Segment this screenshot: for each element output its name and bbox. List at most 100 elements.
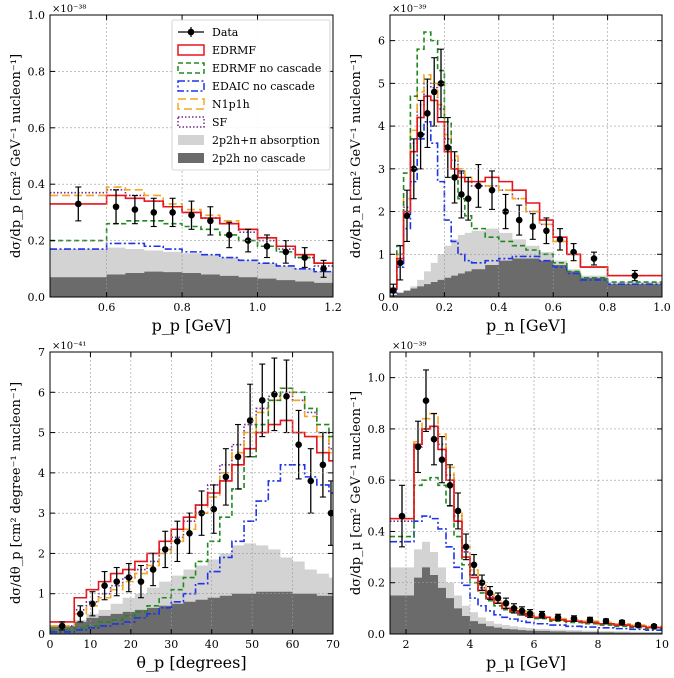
x-tick-label: 4 (467, 638, 474, 651)
x-tick-label: 10 (655, 638, 669, 651)
x-tick-label: 8 (595, 638, 602, 651)
y-tick-label: 0.2 (368, 577, 386, 590)
data-point (634, 621, 642, 629)
legend-label: EDRMF no cascade (212, 62, 321, 75)
data-point (417, 131, 424, 138)
series-n1p1h (390, 74, 662, 290)
y-tick-label: 6 (38, 386, 45, 399)
plot-area (50, 357, 333, 634)
data-point (430, 88, 438, 96)
data-point (543, 227, 550, 235)
data-point (529, 223, 537, 230)
panel-top-right: 0.0 0.2 0.4 0.6 0.8 1.0 0 1 2 3 4 5 6 ×10⁻³⁹ p_n [GeV]… (349, 4, 671, 335)
legend-item-edrmf-nc: EDRMF no cascade (177, 62, 321, 75)
data-point (307, 477, 315, 485)
legend-swatch (178, 153, 204, 163)
data-point (414, 443, 422, 451)
data-point (207, 217, 214, 225)
legend-swatch (177, 98, 205, 110)
data-point (295, 441, 302, 448)
legend-swatch (177, 116, 205, 128)
data-point (161, 546, 169, 553)
data-point (58, 622, 66, 630)
y-multiplier: ×10⁻³⁹ (392, 4, 426, 15)
legend-label: 2p2h no cascade (212, 152, 305, 165)
y-axis-label: dσ/dp_μ [cm² GeV⁻¹ nucleon⁻¹] (349, 391, 364, 595)
legend-item-edrmf: EDRMF (177, 44, 256, 57)
data-point (488, 186, 496, 194)
x-tick-label: 1.0 (249, 301, 267, 314)
legend-box (171, 19, 331, 171)
data-point (150, 209, 158, 216)
x-tick-label: 0.4 (490, 301, 508, 314)
y-tick-label: 0.6 (28, 122, 46, 135)
y-tick-label: 0.8 (368, 423, 386, 436)
legend-item-edaic-nc: EDAIC no cascade (177, 80, 315, 93)
legend-item-nocasc: 2p2h no cascade (178, 152, 305, 165)
legend: Data EDRMF EDRMF no cascade EDAIC no cascad… (171, 19, 331, 171)
plot-frame (49, 14, 334, 298)
data-point (244, 237, 252, 244)
data-point (486, 589, 494, 597)
data-point (410, 165, 418, 173)
data-point (396, 259, 404, 267)
data-point (210, 505, 218, 513)
data-point (188, 211, 195, 219)
data-point (398, 512, 406, 520)
panel-top-left: 0.6 0.8 1.0 1.2 0.0 0.2 0.4 0.6 0.8 1.0 ×10⁻³⁸ p_p … (9, 4, 342, 335)
legend-swatch (177, 62, 205, 74)
y-tick-label: 1.0 (368, 372, 386, 385)
data-point (89, 600, 96, 608)
data-point (77, 610, 84, 618)
y-tick-label: 2 (378, 206, 385, 219)
x-axis-label: θ_p [degrees] (136, 653, 246, 672)
plot-frame (389, 14, 663, 298)
plot-area (390, 369, 662, 634)
series-2p2h-no-cascade (50, 591, 333, 634)
y-multiplier: ×10⁻³⁸ (52, 4, 86, 15)
y-tick-label: 1.0 (28, 9, 46, 22)
legend-label: 2p2h+π absorption (212, 134, 320, 147)
y-axis-label: dσ/dp_n [cm² GeV⁻¹ nucleon⁻¹] (349, 54, 364, 258)
data-point (437, 80, 445, 87)
plot-area (390, 31, 662, 297)
data-point (570, 615, 578, 622)
data-point (390, 287, 397, 294)
series-2p2h-no-cascade (50, 271, 333, 297)
y-tick-label: 5 (38, 427, 45, 440)
data-point (446, 482, 454, 489)
y-tick-label: 0.6 (368, 474, 386, 487)
x-tick-label: 2 (403, 638, 410, 651)
data-point (590, 255, 598, 262)
data-point (198, 509, 205, 517)
data-point (301, 254, 309, 261)
data-point (631, 272, 639, 279)
data-point (586, 616, 594, 624)
y-tick-label: 2 (38, 547, 45, 560)
x-tick-label: 0.0 (381, 301, 399, 314)
data-point (169, 209, 176, 216)
y-tick-label: 4 (378, 120, 385, 133)
data-point (222, 473, 230, 481)
data-point (458, 191, 465, 198)
x-tick-label: 40 (205, 638, 219, 651)
data-point (438, 456, 446, 463)
y-tick-label: 0 (38, 628, 45, 641)
legend-item-data: Data (178, 26, 239, 39)
data-point (430, 435, 438, 443)
y-axis-label: dσ/dθ_p [cm² degree⁻¹ nucleon⁻¹] (9, 382, 24, 604)
legend-label: EDRMF (212, 44, 256, 57)
x-tick-label: 60 (286, 638, 300, 651)
series-edrmf-nc (50, 387, 333, 631)
data-point (174, 538, 181, 545)
x-axis-label: p_n [GeV] (486, 316, 566, 335)
legend-swatch (178, 135, 204, 145)
legend-label: SF (212, 116, 228, 129)
x-tick-label: 30 (164, 638, 178, 651)
data-point (556, 236, 564, 243)
legend-swatch (177, 44, 205, 56)
y-axis-label: dσ/dp_p [cm² GeV⁻¹ nucleon⁻¹] (9, 54, 24, 258)
data-point (570, 248, 577, 256)
data-point (403, 212, 411, 220)
x-axis-label: p_μ [GeV] (486, 653, 566, 672)
